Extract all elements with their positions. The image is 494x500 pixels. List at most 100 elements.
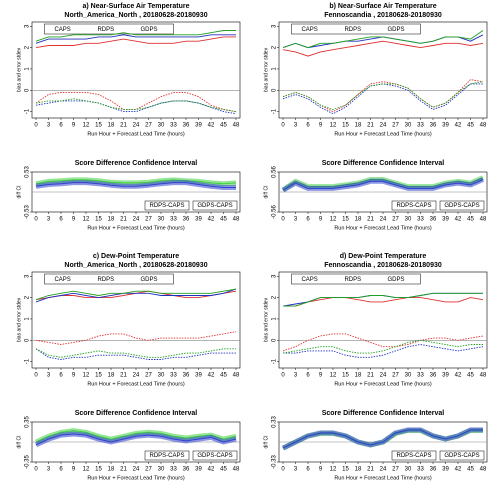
bias-line <box>35 100 237 115</box>
ci-line <box>35 179 237 185</box>
bias-line <box>35 348 236 360</box>
y-tick-label: -1 <box>25 358 31 364</box>
y-axis-label: bias and error stdev <box>16 297 22 342</box>
x-tick-label: 21 <box>367 123 374 129</box>
x-tick-label: 0 <box>281 123 285 129</box>
x-tick-label: 39 <box>195 373 202 379</box>
stdev-line <box>35 30 236 42</box>
x-tick-label: 39 <box>442 217 449 223</box>
x-tick-label: 21 <box>367 467 374 473</box>
legend-label: CAPS <box>301 27 317 33</box>
x-tick-label: 39 <box>442 373 449 379</box>
ci-line <box>35 433 237 446</box>
legend-label: GDPS-CAPS <box>197 453 232 459</box>
x-tick-label: 42 <box>455 217 462 223</box>
x-tick-label: 36 <box>430 373 437 379</box>
x-tick-label: 0 <box>34 467 38 473</box>
legend-box <box>291 273 421 285</box>
bias-line <box>35 331 237 345</box>
legend-label: CAPS <box>54 27 70 33</box>
x-tick-label: 3 <box>47 467 51 473</box>
x-tick-label: 33 <box>417 123 424 129</box>
chart-title: Score Difference Confidence Interval <box>322 160 445 167</box>
x-axis-label: Run Hour + Forecast Lead Time (hours) <box>87 381 185 387</box>
chart-subtitle: Fennoscandia , 20180628-20180930 <box>324 12 442 19</box>
bias-line <box>35 91 237 113</box>
x-tick-label: 42 <box>208 373 215 379</box>
x-tick-label: 36 <box>430 123 437 129</box>
x-tick-label: 30 <box>405 373 412 379</box>
x-tick-label: 45 <box>220 123 227 129</box>
chart-title: b) Near-Surface Air Temperature <box>329 3 436 10</box>
x-axis-label: Run Hour + Forecast Lead Time (hours) <box>87 131 185 137</box>
x-tick-label: 36 <box>183 123 190 129</box>
y-tick-label: 3 <box>25 24 31 28</box>
ci-line <box>282 179 484 191</box>
x-tick-label: 15 <box>342 123 349 129</box>
y-tick-label: 0.56 <box>272 166 278 178</box>
y-tick-label: -1 <box>272 358 278 364</box>
legend-label: GDPS <box>140 27 157 33</box>
legend-label: GDPS <box>387 277 404 283</box>
x-tick-label: 45 <box>467 123 474 129</box>
x-tick-label: 48 <box>480 123 487 129</box>
legend-box <box>44 23 174 35</box>
y-tick-label: 2 <box>272 45 278 49</box>
x-tick-label: 24 <box>133 217 140 223</box>
x-tick-label: 42 <box>208 217 215 223</box>
x-tick-label: 3 <box>294 217 298 223</box>
x-axis-label: Run Hour + Forecast Lead Time (hours) <box>334 225 432 231</box>
x-tick-label: 33 <box>170 123 177 129</box>
y-tick-label: 1 <box>272 317 278 321</box>
x-tick-label: 48 <box>233 217 240 223</box>
x-tick-label: 18 <box>355 123 362 129</box>
x-axis-label: Run Hour + Forecast Lead Time (hours) <box>334 475 432 481</box>
legend-box <box>291 23 421 35</box>
x-tick-label: 30 <box>405 123 412 129</box>
x-tick-label: 48 <box>233 373 240 379</box>
x-tick-label: 6 <box>59 467 63 473</box>
chart-title: Score Difference Confidence Interval <box>322 410 445 417</box>
legend-box <box>144 200 190 211</box>
x-tick-label: 24 <box>380 217 387 223</box>
x-tick-label: 6 <box>306 123 310 129</box>
x-tick-label: 15 <box>342 217 349 223</box>
x-tick-label: 3 <box>294 373 298 379</box>
y-tick-label: 3 <box>25 274 31 278</box>
y-axis-label: diff CI <box>16 186 22 199</box>
x-tick-label: 36 <box>183 373 190 379</box>
x-tick-label: 30 <box>158 467 165 473</box>
x-tick-label: 12 <box>330 217 337 223</box>
bias-line <box>282 81 484 110</box>
x-tick-label: 18 <box>108 373 115 379</box>
y-tick-label: -1 <box>272 108 278 114</box>
x-tick-label: 45 <box>220 467 227 473</box>
x-tick-label: 9 <box>72 123 76 129</box>
y-tick-label: -1 <box>25 108 31 114</box>
x-tick-label: 0 <box>281 373 285 379</box>
legend-label: RDPS-CAPS <box>396 453 431 459</box>
x-tick-label: 24 <box>133 123 140 129</box>
x-tick-label: 48 <box>233 467 240 473</box>
y-tick-label: 3 <box>272 24 278 28</box>
x-tick-label: 3 <box>47 217 51 223</box>
x-tick-label: 45 <box>220 217 227 223</box>
x-tick-label: 48 <box>480 373 487 379</box>
x-tick-label: 9 <box>72 217 76 223</box>
x-tick-label: 36 <box>430 217 437 223</box>
x-axis-label: Run Hour + Forecast Lead Time (hours) <box>334 381 432 387</box>
x-tick-label: 3 <box>47 123 51 129</box>
x-tick-label: 45 <box>467 467 474 473</box>
x-tick-label: 12 <box>83 217 90 223</box>
x-tick-label: 45 <box>220 373 227 379</box>
x-tick-label: 27 <box>392 217 399 223</box>
y-tick-label: 2 <box>25 45 31 49</box>
x-tick-label: 12 <box>330 123 337 129</box>
legend-box <box>391 200 437 211</box>
x-tick-label: 9 <box>319 467 323 473</box>
x-tick-label: 3 <box>47 373 51 379</box>
legend-box <box>44 273 174 285</box>
legend-box <box>391 450 437 461</box>
x-tick-label: 21 <box>367 373 374 379</box>
